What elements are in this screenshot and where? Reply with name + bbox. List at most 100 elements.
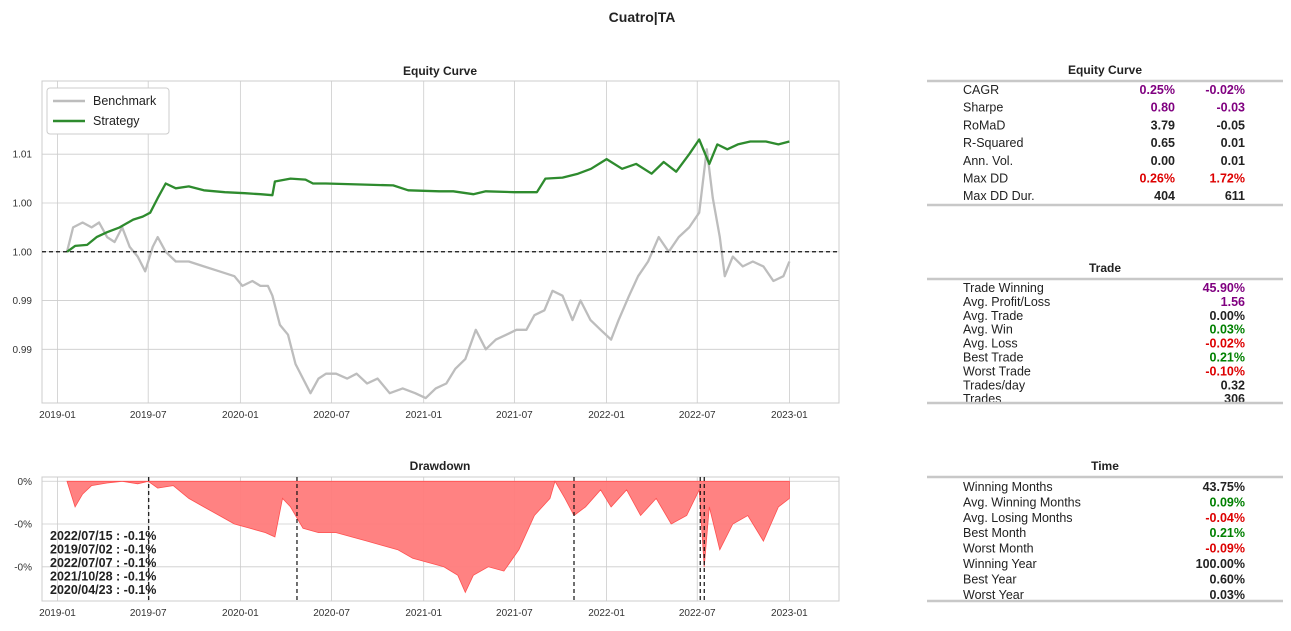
stat-value: 0.21% (1210, 526, 1245, 540)
strategy-line (66, 138, 790, 253)
stat-label: Max DD (963, 172, 1008, 186)
stat-label: Avg. Losing Months (963, 511, 1073, 525)
y-tick-label: -0% (14, 562, 32, 573)
stat-value: -0.05 (1217, 118, 1246, 132)
stat-label: Best Trade (963, 351, 1023, 365)
drawdown-area (66, 480, 790, 594)
drawdown-series (66, 480, 790, 594)
legend-box (46, 87, 170, 135)
y-tick-label: 0.99 (13, 345, 33, 356)
drawdown-annotation: 2022/07/07 : -0.1% (50, 556, 156, 570)
legend-benchmark-label: Benchmark (93, 94, 157, 108)
stat-value: 3.79 (1151, 118, 1175, 132)
stat-label: Worst Trade (963, 364, 1031, 378)
stat-value: 0.80 (1151, 101, 1175, 115)
stat-label: Best Month (963, 526, 1026, 540)
stat-value: 0.60% (1210, 572, 1245, 586)
drawdown-annotation: 2022/07/15 : -0.1% (50, 529, 156, 543)
stat-label: Ann. Vol. (963, 154, 1013, 168)
x-tick-label: 2020-01 (222, 608, 259, 619)
stat-value: -0.09% (1205, 542, 1245, 556)
stat-value: 611 (1225, 189, 1245, 203)
stat-value: 100.00% (1196, 557, 1245, 571)
x-tick-label: 2023-01 (771, 608, 808, 619)
y-tick-label: -0% (14, 520, 32, 531)
stat-label: Sharpe (963, 101, 1003, 115)
y-tick-label: 1.00 (13, 198, 33, 209)
stat-value: 0.26% (1140, 172, 1175, 186)
drawdown-x-ticks: 2019-01 2019-07 2020-01 2020-07 2021-01 2021-… (39, 608, 808, 619)
figure-title: Cuatro|TA (609, 9, 676, 25)
equity-legend: Benchmark Strategy (46, 87, 170, 135)
x-tick-label: 2022-07 (679, 608, 716, 619)
y-tick-label: 1.00 (13, 247, 33, 258)
equity-chart-title: Equity Curve (403, 64, 477, 78)
stat-value: 0.00 (1151, 154, 1175, 168)
stat-value: 0.65 (1151, 136, 1175, 150)
stat-label: Best Year (963, 572, 1017, 586)
stat-value: 45.90% (1203, 281, 1245, 295)
stat-value: 0.00% (1210, 309, 1245, 323)
stat-label: Winning Year (963, 557, 1037, 571)
stat-label: Worst Month (963, 542, 1034, 556)
x-tick-label: 2020-07 (313, 608, 350, 619)
drawdown-y-ticks: 0% -0% -0% (14, 477, 32, 574)
stat-value: -0.02% (1205, 337, 1245, 351)
drawdown-annotations: 2022/07/15 : -0.1%2019/07/02 : -0.1%2022… (50, 529, 156, 597)
y-tick-label: 1.01 (13, 150, 33, 161)
stat-label: Trades/day (963, 378, 1026, 392)
stat-value: 0.25% (1140, 83, 1175, 97)
x-tick-label: 2019-01 (39, 608, 76, 619)
stat-label: Worst Year (963, 588, 1024, 602)
x-tick-label: 2020-07 (313, 410, 350, 421)
x-tick-label: 2022-07 (679, 410, 716, 421)
stat-value: 0.32 (1221, 378, 1245, 392)
x-tick-label: 2021-01 (405, 410, 442, 421)
equity-x-ticks: 2019-01 2019-07 2020-01 2020-07 2021-01 2021-… (39, 410, 808, 421)
x-tick-label: 2019-07 (130, 410, 167, 421)
x-tick-label: 2021-07 (496, 608, 533, 619)
stat-label: Avg. Loss (963, 337, 1018, 351)
drawdown-annotation: 2021/10/28 : -0.1% (50, 570, 156, 584)
table-title: Time (1091, 459, 1119, 473)
stat-value: 0.01 (1221, 154, 1245, 168)
stat-value: 0.03% (1210, 323, 1245, 337)
stat-value: -0.04% (1205, 511, 1245, 525)
stat-label: Max DD Dur. (963, 189, 1035, 203)
stat-label: Avg. Win (963, 323, 1013, 337)
x-tick-label: 2019-01 (39, 410, 76, 421)
stats-tables: Equity Curve CAGR 0.25% -0.02% Sharpe 0.80 -0.… (927, 63, 1283, 603)
stat-value: -0.03 (1217, 101, 1246, 115)
stat-value: 0.21% (1210, 351, 1245, 365)
legend-strategy-label: Strategy (93, 114, 140, 128)
stat-label: RoMaD (963, 118, 1005, 132)
stat-value: 43.75% (1203, 480, 1245, 494)
stat-value: 0.09% (1210, 495, 1245, 509)
x-tick-label: 2019-07 (130, 608, 167, 619)
x-tick-label: 2022-01 (588, 608, 625, 619)
stat-value: -0.02% (1205, 83, 1245, 97)
x-tick-label: 2020-01 (222, 410, 259, 421)
stat-label: Avg. Trade (963, 309, 1023, 323)
x-tick-label: 2022-01 (588, 410, 625, 421)
x-tick-label: 2021-01 (405, 608, 442, 619)
stat-label: CAGR (963, 83, 999, 97)
y-tick-label: 0.99 (13, 296, 33, 307)
stat-value: 404 (1154, 189, 1175, 203)
stat-label: Trade Winning (963, 281, 1044, 295)
stat-label: Avg. Winning Months (963, 495, 1081, 509)
x-tick-label: 2021-07 (496, 410, 533, 421)
table-title: Trade (1089, 261, 1121, 275)
benchmark-line (65, 148, 791, 400)
stat-value: 0.01 (1221, 136, 1245, 150)
stat-value: -0.10% (1205, 364, 1245, 378)
stat-value: 1.72% (1210, 172, 1245, 186)
stat-label: R-Squared (963, 136, 1023, 150)
stat-value: 1.56 (1221, 295, 1245, 309)
equity-series (42, 138, 839, 400)
table-title: Equity Curve (1068, 63, 1142, 77)
y-tick-label: 0% (18, 477, 33, 488)
stat-value: 0.03% (1210, 588, 1245, 602)
stat-label: Winning Months (963, 480, 1053, 494)
